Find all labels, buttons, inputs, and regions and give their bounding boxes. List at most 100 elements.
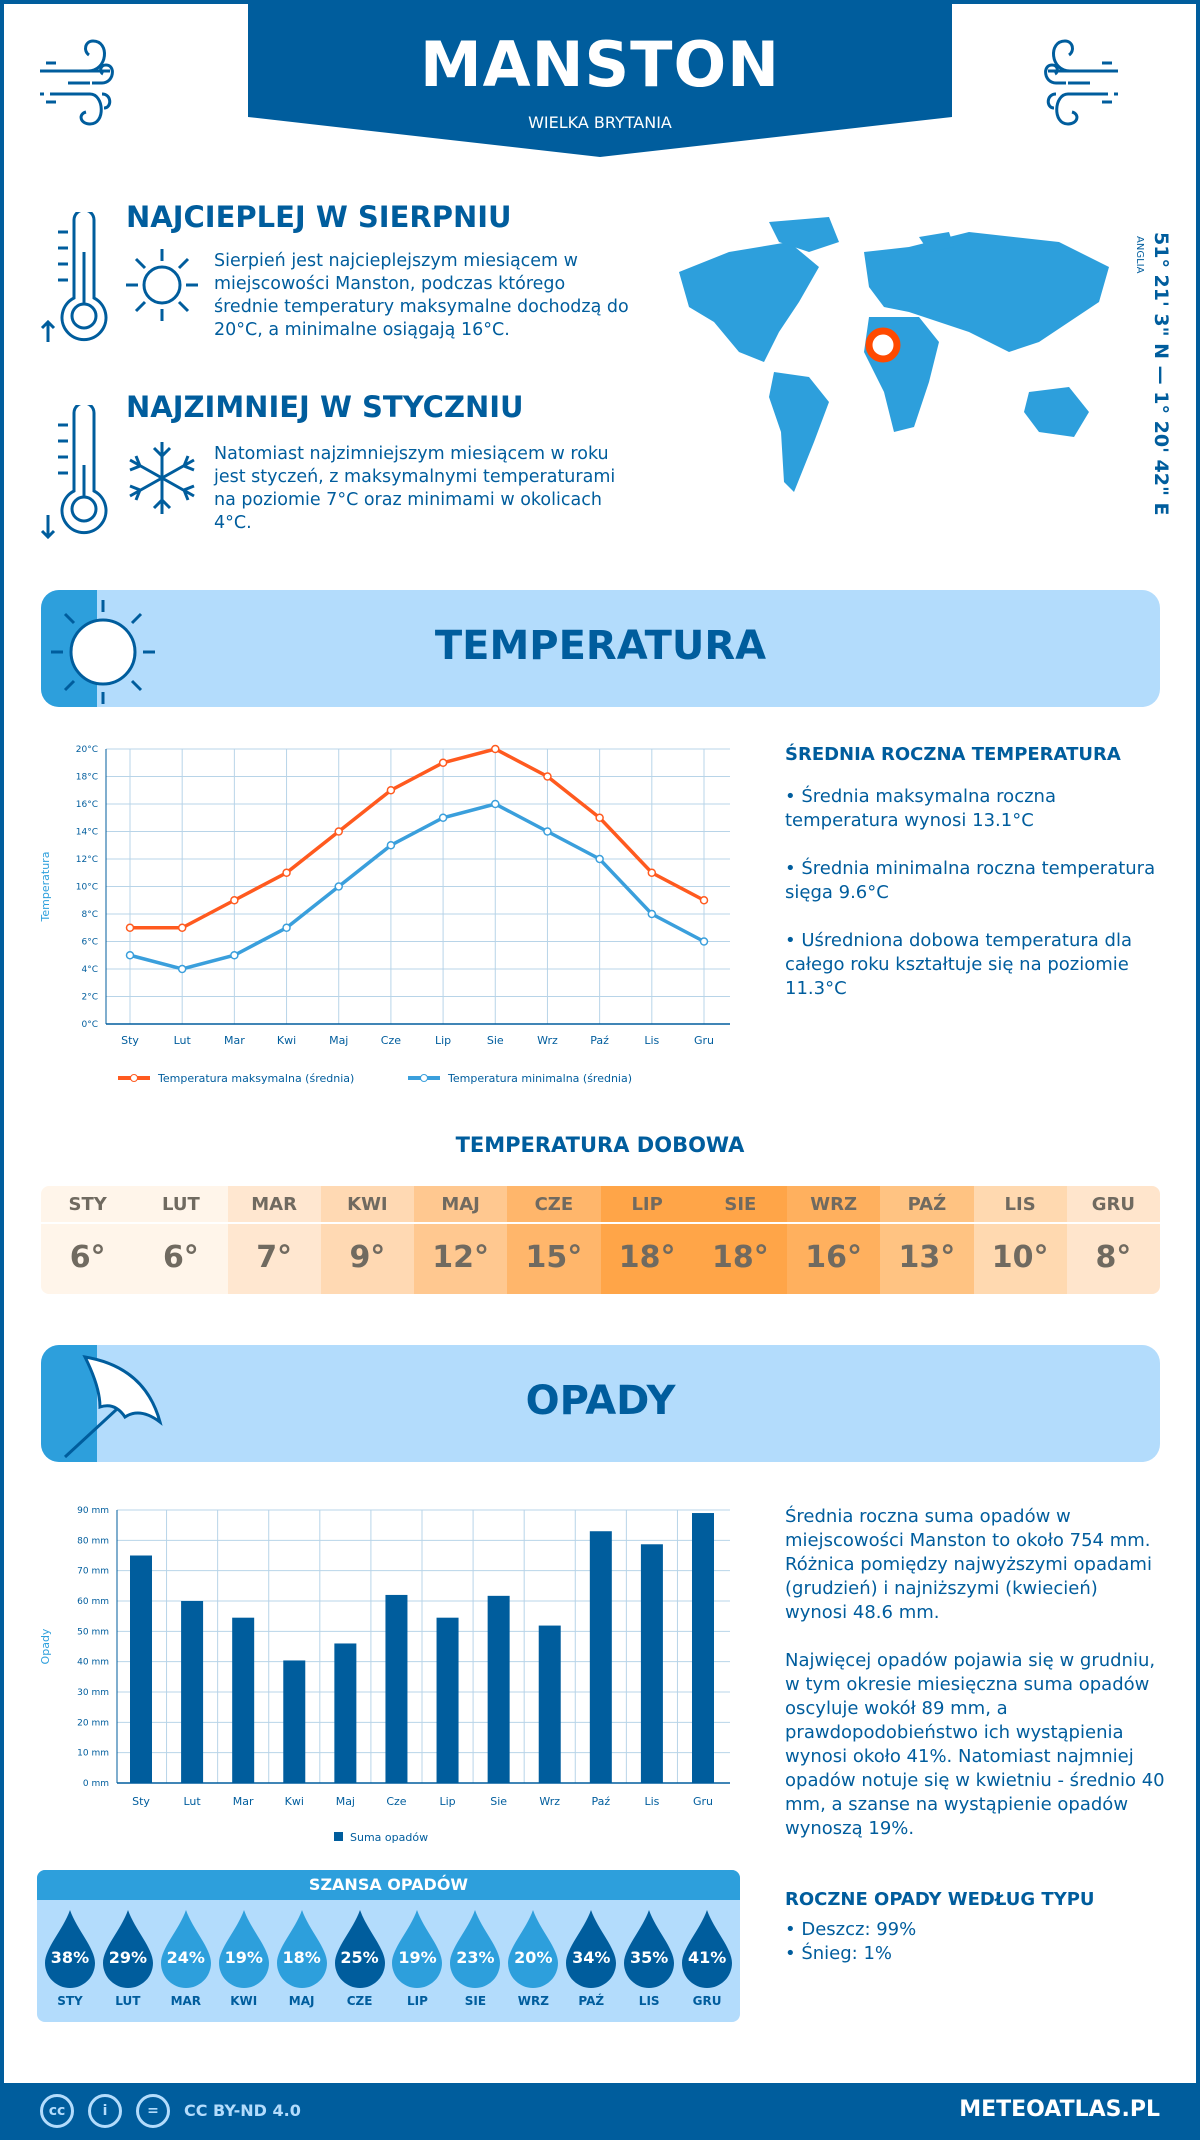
x-tick-label: Kwi [285,1795,304,1808]
raindrop-icon [508,1910,559,1988]
month-label: MAJ [414,1186,508,1224]
data-point [699,896,709,905]
precip-banner: OPADY [41,1345,1160,1462]
precip-chance-drop: 24% MAR [157,1910,215,2008]
coldest-title: NAJZIMNIEJ W STYCZNIU [126,390,524,424]
footer: cc i = CC BY-ND 4.0 METEOATLAS.PL [0,2083,1200,2140]
y-tick-label: 20°C [76,745,98,755]
month-label: SIE [464,1994,487,2008]
coordinates: 51° 21' 3" N — 1° 20' 42" E [1150,232,1172,516]
chance-value: 29% [108,1948,148,1967]
raindrop-icon [392,1910,443,1988]
legend-label: Suma opadów [350,1831,428,1844]
cc-icon[interactable]: cc [40,2094,74,2128]
month-label: SIE [693,1186,787,1224]
daily-temp-table: STY 6° LUT 6° MAR 7° KWI 9° MAJ 12° CZE 15° LIP 18° SI… [41,1186,1160,1294]
data-point [125,951,135,960]
daily-temp-cell: SIE 18° [693,1186,787,1294]
temp-value: 10° [991,1240,1049,1275]
daily-temp-cell: MAR 7° [227,1186,321,1294]
temp-value: 18° [618,1240,676,1275]
precip-chance-title: SZANSA OPADÓW [37,1870,740,1900]
y-tick-label: 0 mm [83,1779,109,1789]
x-tick-label: Paź [591,1795,610,1808]
bar [487,1595,510,1783]
y-tick-label: 90 mm [77,1506,109,1516]
precip-title: OPADY [525,1378,676,1424]
x-tick-label: Paź [590,1034,609,1047]
x-tick-label: Mar [233,1795,254,1808]
bar [385,1594,408,1783]
daily-temp-cell: LIS 10° [973,1186,1067,1294]
data-point [595,813,604,822]
precip-type-rain: • Deszcz: 99% [785,1919,917,1940]
license-link[interactable]: CC BY-ND 4.0 [184,2101,301,2120]
y-tick-label: 12°C [76,855,98,865]
month-label: GRU [1066,1186,1160,1224]
data-point [334,882,343,891]
temp-value: 8° [1095,1240,1132,1275]
data-point [177,964,187,974]
site-link[interactable]: METEOATLAS.PL [959,2097,1160,2122]
raindrop-icon [102,1910,153,1988]
month-label: PAŹ [880,1186,974,1224]
data-point [230,896,239,905]
location-marker-icon [865,327,901,363]
chance-value: 19% [398,1948,437,1967]
temp-value: 6° [69,1240,106,1275]
y-tick-label: 8°C [81,910,98,920]
data-point [491,799,500,809]
x-tick-label: Sie [490,1795,507,1808]
temp-value: 7° [256,1240,293,1275]
raindrop-icon [682,1910,733,1988]
month-label: LIS [973,1186,1067,1224]
data-point [699,937,709,946]
y-tick-label: 14°C [76,828,98,838]
y-tick-label: 2°C [81,993,98,1003]
chance-value: 38% [50,1948,90,1967]
y-tick-label: 70 mm [77,1567,109,1577]
data-point [491,744,500,754]
month-label: MAR [227,1186,321,1224]
temp-value: 9° [349,1240,386,1275]
data-point [595,854,604,864]
y-tick-label: 20 mm [77,1718,109,1728]
sun-icon [51,600,155,704]
data-point [282,923,291,932]
thermometer-up-icon [40,212,108,342]
month-label: STY [41,1186,135,1224]
precip-chance-drop: 25% CZE [331,1910,389,2008]
precip-chance-drop: 20% WRZ [504,1910,562,2008]
precip-chance-drop: 38% STY [41,1910,99,2008]
temperature-summary: ŚREDNIA ROCZNA TEMPERATURA • Średnia mak… [785,743,1165,1025]
temp-value: 16° [805,1240,862,1275]
chance-value: 24% [166,1948,205,1967]
month-label: LUT [134,1186,228,1224]
temperature-banner: TEMPERATURA [41,590,1160,707]
x-tick-label: Lis [644,1795,659,1808]
wind-icon [1044,39,1118,126]
month-label: KWI [320,1186,414,1224]
coldest-text: Natomiast najzimniejszym miesiącem w rok… [214,444,616,533]
y-tick-label: 18°C [76,773,98,783]
bar [283,1660,306,1783]
y-axis-label: Temperatura [39,852,52,923]
x-tick-label: Wrz [539,1795,560,1808]
month-label: LUT [115,1994,141,2008]
attribution-icon[interactable]: i [88,2094,122,2128]
month-label: WRZ [787,1186,881,1224]
precip-chance-drop: 19% LIP [389,1910,447,2008]
x-tick-label: Lip [435,1034,451,1047]
x-tick-label: Cze [386,1795,406,1808]
no-derivatives-icon[interactable]: = [136,2094,170,2128]
chance-value: 25% [340,1948,379,1967]
month-label: LIP [600,1186,694,1224]
daily-temp-cell: STY 6° [41,1186,135,1294]
precip-chance-panel: SZANSA OPADÓW 38% STY 29% LUT 24% MAR 19% KWI 18… [37,1870,740,2022]
precip-chance-drop: 29% LUT [99,1910,157,2008]
precip-chart: 0 mm 10 mm 20 mm 30 mm 40 mm 50 mm 60 mm 70 mm 8… [39,1506,730,1844]
y-tick-label: 30 mm [77,1688,109,1698]
daily-temp-cell: KWI 9° [320,1186,414,1294]
x-tick-label: Cze [381,1034,401,1047]
precip-chance-drop: 18% MAJ [273,1910,331,2008]
